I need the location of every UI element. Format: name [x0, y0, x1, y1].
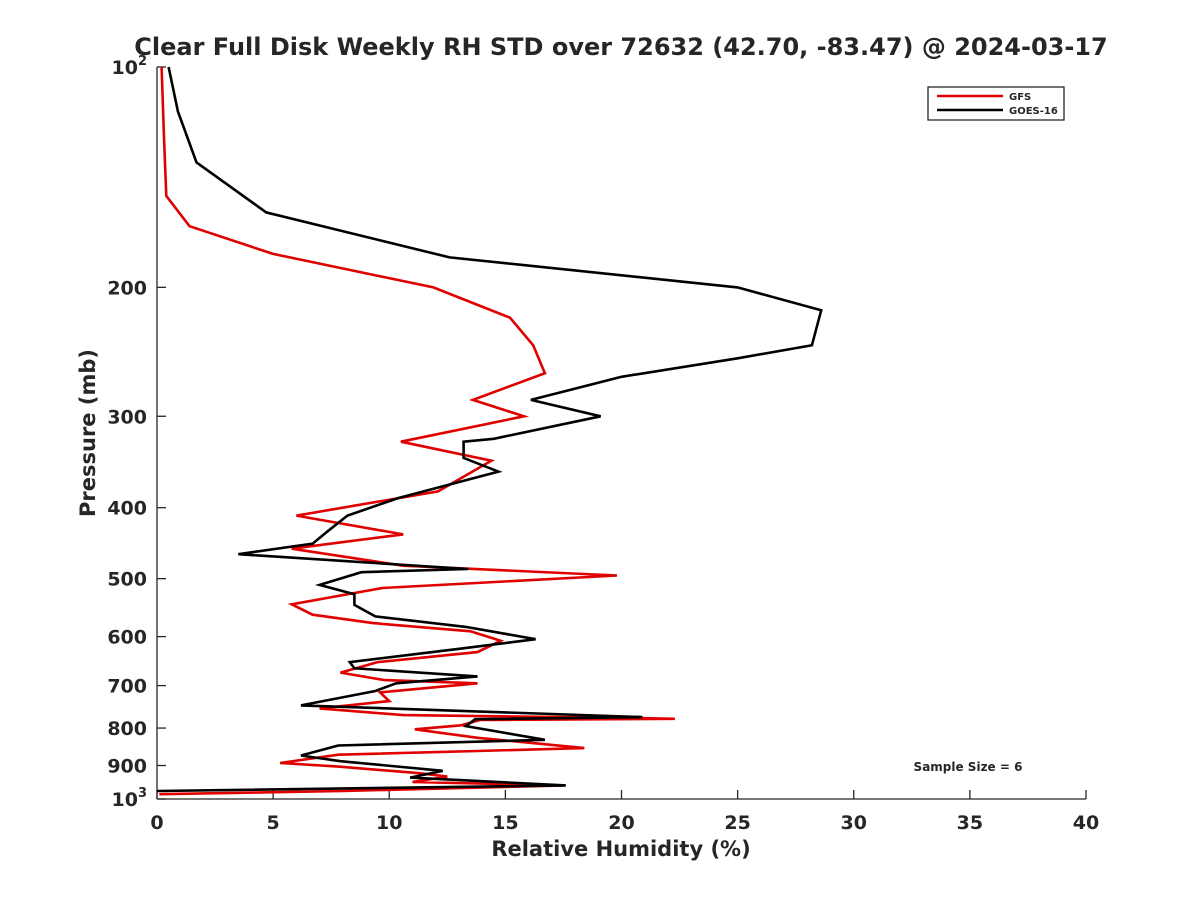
y-tick-label: 102: [112, 54, 148, 79]
y-tick-label: 500: [107, 569, 147, 591]
y-ticks: 102 200 300 400 500 600 700 800 900 103: [107, 54, 166, 811]
x-tick-label: 15: [492, 812, 518, 834]
axes-background: [157, 67, 1086, 799]
series-lines: [156, 66, 823, 796]
x-tick-label: 40: [1073, 812, 1099, 834]
x-tick-label: 5: [267, 812, 280, 834]
x-tick-label: 0: [150, 812, 163, 834]
x-tick-label: 10: [376, 812, 402, 834]
legend-box: [927, 86, 1065, 121]
legend-label-gfs: GFS: [1009, 92, 1031, 103]
sample-size-annotation: Sample Size = 6: [914, 760, 1023, 774]
x-tick-label: 35: [957, 812, 983, 834]
x-ticks: 0 5 10 15 20 25 30 35 40: [150, 790, 1099, 834]
x-axis-label: Relative Humidity (%): [491, 837, 750, 861]
chart-title: Clear Full Disk Weekly RH STD over 72632…: [134, 33, 1107, 61]
y-tick-label: 600: [107, 627, 147, 649]
series-line-gfs: [159, 66, 675, 796]
y-tick-label: 800: [107, 718, 147, 740]
x-tick-label: 20: [608, 812, 634, 834]
y-tick-label: 300: [107, 406, 147, 428]
legend: GFS GOES-16: [927, 86, 1065, 121]
y-tick-label: 400: [107, 498, 147, 520]
legend-label-goes-16: GOES-16: [1009, 106, 1058, 117]
x-tick-label: 25: [724, 812, 750, 834]
y-tick-label: 700: [107, 676, 147, 698]
y-tick-label: 200: [107, 277, 147, 299]
y-tick-label: 103: [112, 786, 148, 811]
y-axis-label: Pressure (mb): [76, 349, 100, 517]
series-line-goes-16: [156, 66, 823, 793]
x-tick-label: 30: [841, 812, 867, 834]
plot-area: 0 5 10 15 20 25 30 35 40 102 200 300 400 500 600 700 80…: [107, 54, 1099, 834]
y-tick-label: 900: [107, 756, 147, 778]
